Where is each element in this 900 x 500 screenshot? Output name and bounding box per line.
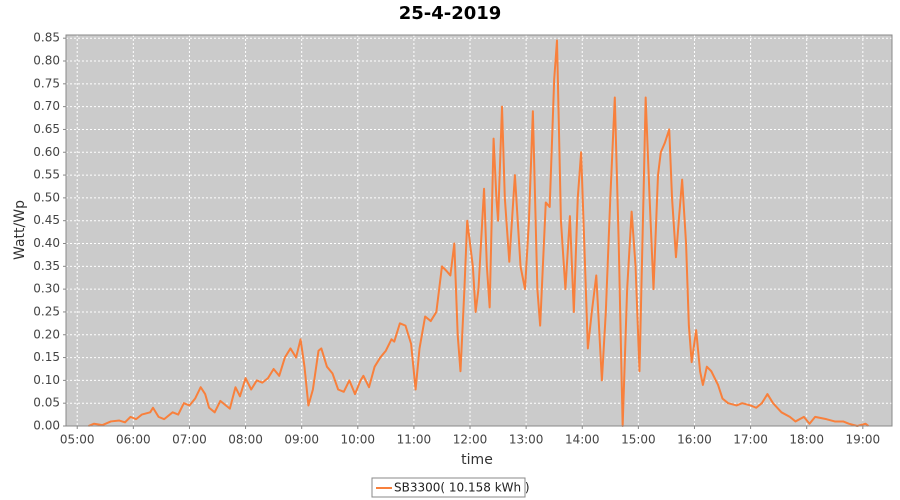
chart-title: 25-4-2019 — [399, 3, 502, 24]
x-tick-label: 15:00 — [621, 433, 656, 447]
x-tick-label: 05:00 — [60, 433, 95, 447]
y-tick-label: 0.75 — [33, 76, 60, 90]
x-tick-label: 10:00 — [340, 433, 375, 447]
x-tick-label: 06:00 — [116, 433, 151, 447]
y-tick-label: 0.40 — [33, 236, 60, 250]
y-tick-label: 0.50 — [33, 190, 60, 204]
y-tick-label: 0.55 — [33, 168, 60, 182]
x-tick-label: 11:00 — [397, 433, 432, 447]
y-tick-label: 0.60 — [33, 145, 60, 159]
x-tick-label: 13:00 — [509, 433, 544, 447]
x-tick-label: 16:00 — [677, 433, 712, 447]
y-tick-label: 0.85 — [33, 31, 60, 45]
y-axis-label: Watt/Wp — [12, 200, 28, 260]
x-tick-label: 17:00 — [733, 433, 768, 447]
x-tick-label: 07:00 — [172, 433, 207, 447]
y-tick-label: 0.10 — [33, 373, 60, 387]
legend-label: SB3300( 10.158 kWh ) — [394, 481, 530, 495]
y-tick-label: 0.80 — [33, 54, 60, 68]
y-tick-label: 0.25 — [33, 304, 60, 318]
y-tick-label: 0.30 — [33, 282, 60, 296]
y-tick-label: 0.00 — [33, 419, 60, 433]
x-tick-label: 19:00 — [846, 433, 881, 447]
x-tick-label: 12:00 — [453, 433, 488, 447]
x-tick-label: 18:00 — [789, 433, 824, 447]
legend-box — [371, 477, 526, 498]
y-tick-label: 0.45 — [33, 213, 60, 227]
y-tick-label: 0.20 — [33, 327, 60, 341]
y-tick-label: 0.05 — [33, 396, 60, 410]
y-tick-label: 0.35 — [33, 259, 60, 273]
data-line — [88, 39, 870, 427]
y-tick-label: 0.65 — [33, 122, 60, 136]
x-tick-label: 14:00 — [565, 433, 600, 447]
plot-border — [65, 34, 893, 427]
plot-area — [66, 35, 892, 426]
x-axis-label: time — [461, 452, 493, 468]
x-tick-label: 09:00 — [284, 433, 319, 447]
x-tick-label: 08:00 — [228, 433, 263, 447]
y-tick-label: 0.15 — [33, 350, 60, 364]
y-tick-label: 0.70 — [33, 99, 60, 113]
